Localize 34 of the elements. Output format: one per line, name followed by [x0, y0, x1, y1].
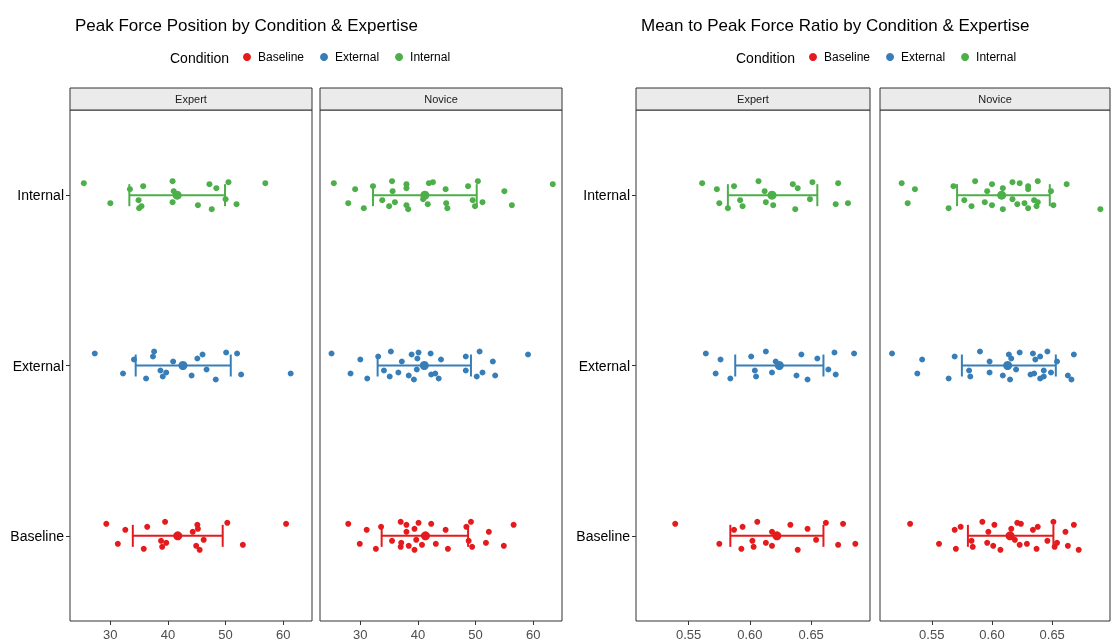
- legend-title: Condition: [736, 50, 796, 66]
- x-tick-label: 0.55: [919, 627, 945, 641]
- chart-title: Peak Force Position by Condition & Expertise: [75, 16, 419, 35]
- chart-subtitle: Expert: [737, 93, 769, 105]
- chart-subtitle: Novice: [978, 93, 1012, 105]
- legend-label: External: [335, 50, 380, 64]
- x-tick-label: 60: [275, 627, 291, 641]
- chart-subtitle: Expert: [175, 93, 207, 105]
- x-tick-label: 0.60: [737, 627, 763, 641]
- y-tick-label: Baseline: [576, 527, 631, 544]
- x-tick-label: 40: [160, 627, 176, 641]
- legend-label: External: [901, 50, 946, 64]
- x-tick-label: 40: [410, 627, 426, 641]
- y-tick-label: Internal: [17, 187, 64, 204]
- x-tick-label: 50: [218, 627, 233, 641]
- x-tick-label: 30: [103, 627, 118, 641]
- legend-label: Internal: [976, 50, 1017, 64]
- x-tick-label: 0.65: [1039, 627, 1065, 641]
- legend-title: Condition: [170, 50, 230, 66]
- x-tick-label: 30: [353, 627, 368, 641]
- y-tick-label: Internal: [583, 187, 630, 204]
- y-tick-label: External: [578, 357, 630, 374]
- x-tick-label: 0.60: [979, 627, 1005, 641]
- x-tick-label: 0.65: [798, 627, 824, 641]
- x-tick-label: 60: [525, 627, 541, 641]
- x-tick-label: 50: [468, 627, 483, 641]
- legend-label: Baseline: [258, 50, 305, 64]
- y-tick-label: Baseline: [10, 527, 65, 544]
- x-tick-label: 0.55: [676, 627, 702, 641]
- chart-title: Mean to Peak Force Ratio by Condition & Expertise: [641, 16, 1030, 35]
- legend-label: Baseline: [824, 50, 871, 64]
- legend-label: Internal: [410, 50, 451, 64]
- chart-subtitle: Novice: [424, 93, 458, 105]
- y-tick-label: External: [12, 357, 64, 374]
